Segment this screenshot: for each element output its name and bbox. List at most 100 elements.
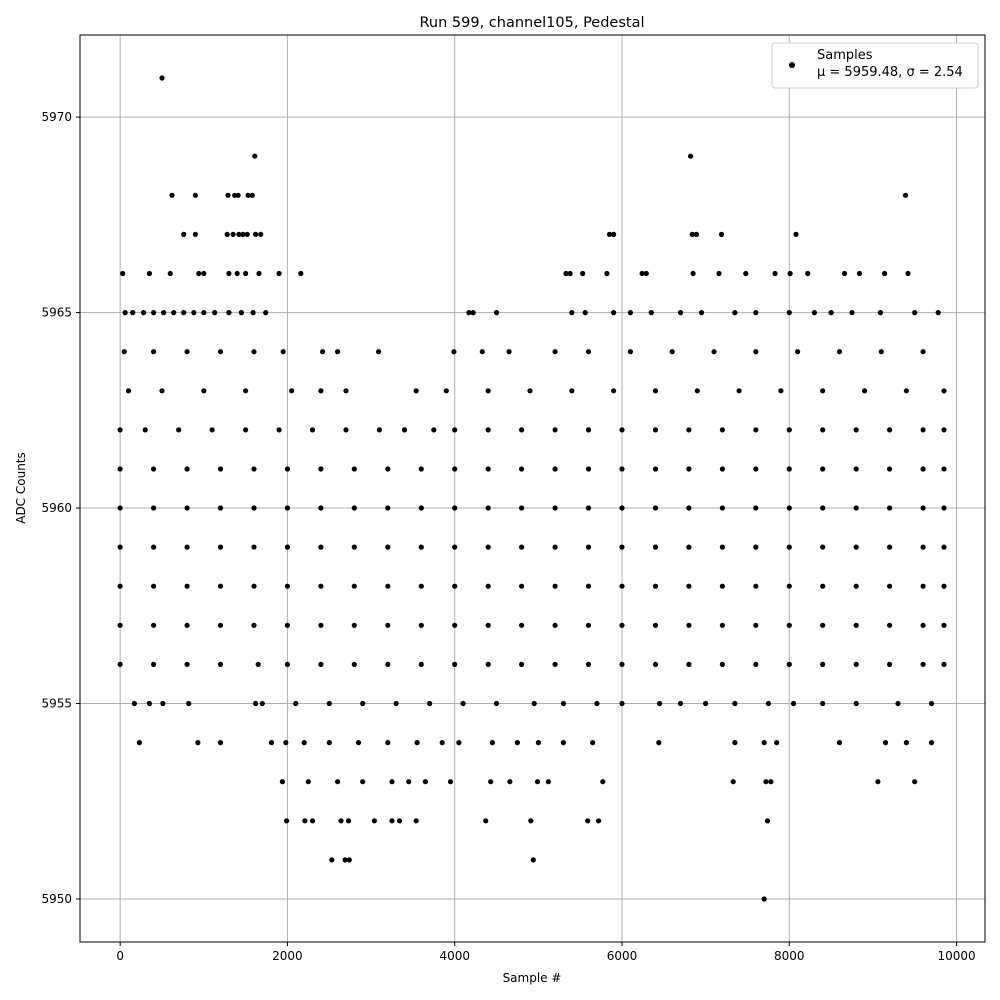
data-point xyxy=(169,192,175,198)
data-point xyxy=(318,622,324,628)
data-point xyxy=(184,544,190,550)
x-axis-ticks: 0 2000 4000 6000 8000 10000 xyxy=(116,942,976,963)
data-point xyxy=(452,427,458,433)
data-point xyxy=(761,740,767,746)
data-point xyxy=(719,583,726,589)
data-point xyxy=(619,466,625,472)
data-point xyxy=(351,661,357,668)
data-point xyxy=(903,740,910,746)
data-point xyxy=(251,622,257,628)
legend-box xyxy=(771,42,979,89)
data-point xyxy=(719,661,726,668)
data-point xyxy=(184,583,190,589)
data-point xyxy=(941,427,947,433)
data-point xyxy=(184,505,190,511)
data-point xyxy=(161,310,167,316)
data-point xyxy=(652,505,659,511)
data-point xyxy=(252,153,258,159)
data-point xyxy=(786,466,792,472)
data-point xyxy=(519,427,525,433)
data-point xyxy=(862,388,868,394)
data-point xyxy=(820,427,826,433)
data-point xyxy=(284,818,290,824)
data-point xyxy=(820,544,826,550)
data-point xyxy=(690,270,696,277)
data-point xyxy=(230,231,236,237)
data-point xyxy=(234,270,240,277)
data-point xyxy=(743,270,749,277)
data-point xyxy=(657,700,663,707)
data-point xyxy=(786,544,792,550)
data-point xyxy=(159,75,165,81)
data-point xyxy=(253,231,259,237)
data-point xyxy=(877,310,884,316)
data-point xyxy=(941,544,947,550)
data-point xyxy=(841,270,848,277)
data-point xyxy=(393,700,399,707)
data-point xyxy=(895,700,901,707)
data-point xyxy=(585,349,592,355)
data-point xyxy=(452,661,458,668)
data-point xyxy=(786,427,792,433)
data-point xyxy=(117,427,123,433)
data-point xyxy=(117,466,123,472)
data-point xyxy=(245,192,251,198)
data-point xyxy=(120,270,126,277)
data-point xyxy=(753,583,759,589)
data-point xyxy=(131,700,137,707)
data-point xyxy=(371,818,377,824)
data-point xyxy=(887,583,893,589)
data-point xyxy=(470,310,476,316)
data-point xyxy=(686,544,692,550)
x-axis-label: Sample # xyxy=(503,971,562,985)
data-point xyxy=(171,310,177,316)
data-point xyxy=(887,661,893,668)
data-point xyxy=(596,818,602,824)
x-tick-label: 0 xyxy=(116,949,124,963)
data-point xyxy=(652,622,659,628)
data-point xyxy=(293,700,299,707)
data-point xyxy=(243,270,249,277)
data-point xyxy=(250,310,256,316)
data-point xyxy=(283,740,289,746)
data-point xyxy=(519,661,525,668)
data-point xyxy=(787,270,793,277)
data-point xyxy=(534,779,541,785)
data-point xyxy=(903,388,910,394)
data-point xyxy=(719,427,726,433)
data-point xyxy=(259,700,265,707)
data-point xyxy=(224,231,230,237)
data-point xyxy=(736,388,742,394)
data-point xyxy=(493,700,500,707)
data-point xyxy=(151,622,157,628)
data-point xyxy=(820,622,826,628)
data-point xyxy=(226,310,232,316)
data-point xyxy=(693,231,700,237)
data-point xyxy=(652,661,659,668)
data-point xyxy=(284,583,290,589)
data-point xyxy=(820,700,826,707)
data-point xyxy=(243,388,249,394)
data-point xyxy=(719,544,726,550)
data-point xyxy=(309,818,316,824)
data-point xyxy=(619,700,625,707)
data-point xyxy=(251,583,257,589)
data-point xyxy=(836,349,843,355)
data-point xyxy=(431,427,437,433)
data-point xyxy=(611,231,617,237)
data-point xyxy=(253,700,259,707)
data-point xyxy=(853,661,859,668)
legend-series-label: Samples xyxy=(817,48,873,63)
data-point xyxy=(753,349,759,355)
data-point xyxy=(439,740,445,746)
data-point xyxy=(805,270,811,277)
data-point xyxy=(552,583,558,589)
data-point xyxy=(552,661,558,668)
data-point xyxy=(151,505,157,511)
data-point xyxy=(485,427,491,433)
data-point xyxy=(117,544,123,550)
data-point xyxy=(217,661,224,668)
data-point xyxy=(774,740,780,746)
data-point xyxy=(243,427,249,433)
